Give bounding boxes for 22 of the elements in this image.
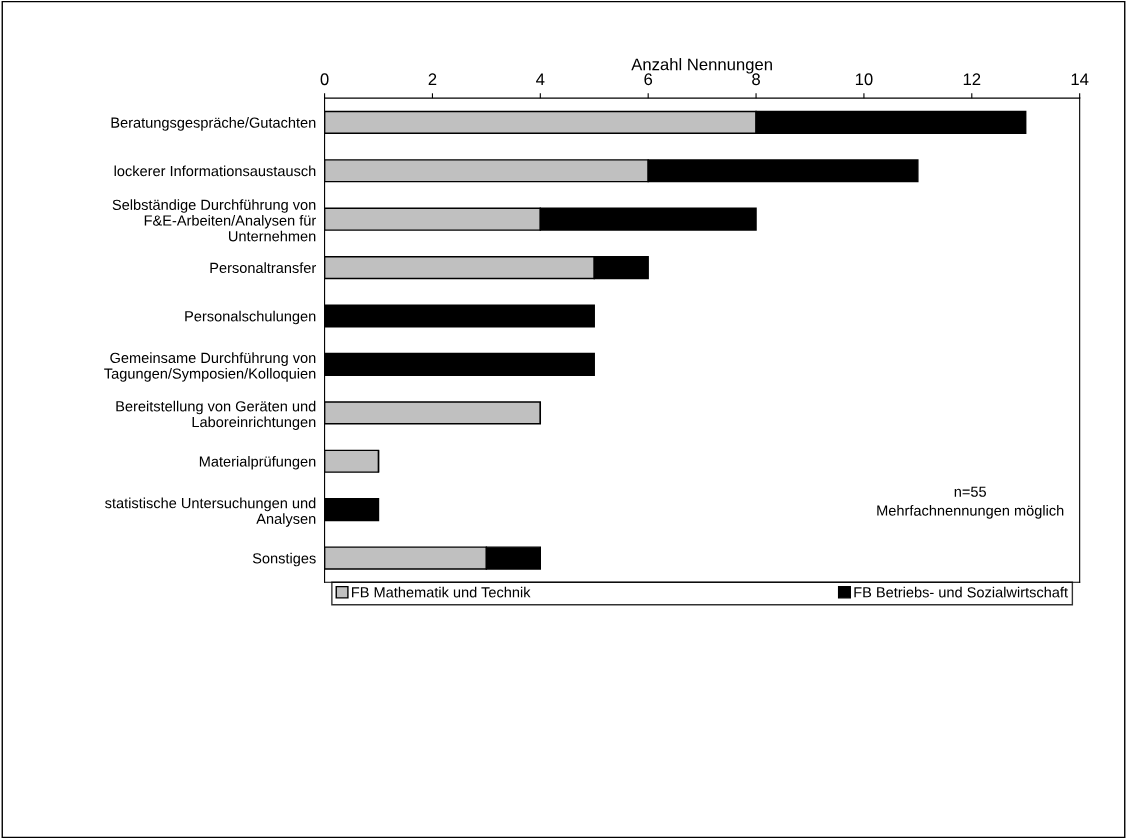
- y-tick-label: Materialprüfungen: [199, 455, 316, 470]
- y-tick-label: Gemeinsame Durchführung von Tagungen/Symposien/Kolloquien: [104, 352, 316, 382]
- legend-label: FB Mathematik und Technik: [352, 586, 531, 598]
- y-tick-label: lockerer Informationsaustausch: [114, 165, 316, 177]
- x-tick-label: 4: [536, 73, 545, 85]
- y-tick-label: Beratungsgespräche/Gutachten: [111, 117, 316, 131]
- x-tick-label: 10: [855, 73, 873, 86]
- x-tick-label: 6: [644, 73, 653, 86]
- x-axis-title: Anzahl Nennungen: [631, 58, 772, 74]
- y-tick-label: Bereitstellung von Geräten und Laboreinrichtungen: [116, 400, 316, 431]
- y-tick-label: Personaltransfer: [210, 262, 317, 274]
- legend-label: FB Betriebs- und Sozialwirtschaft: [854, 586, 1068, 598]
- annotation: n=55 Mehrfachnennungen möglich: [877, 486, 1064, 519]
- y-tick-label: Sonstiges: [252, 552, 316, 567]
- y-tick-label: Personalschulungen: [185, 310, 316, 325]
- y-tick-label: statistische Untersuchungen und Analysen: [105, 497, 316, 527]
- x-tick-label: 14: [1071, 73, 1089, 85]
- x-tick-label: 2: [428, 73, 437, 85]
- x-tick-label: 0: [320, 73, 329, 86]
- x-tick-label: 12: [963, 73, 981, 85]
- x-tick-label: 8: [752, 73, 760, 86]
- y-tick-label: Selbständige Durchführung von F&E-Arbeiten/Analysen für Unternehmen: [112, 199, 317, 242]
